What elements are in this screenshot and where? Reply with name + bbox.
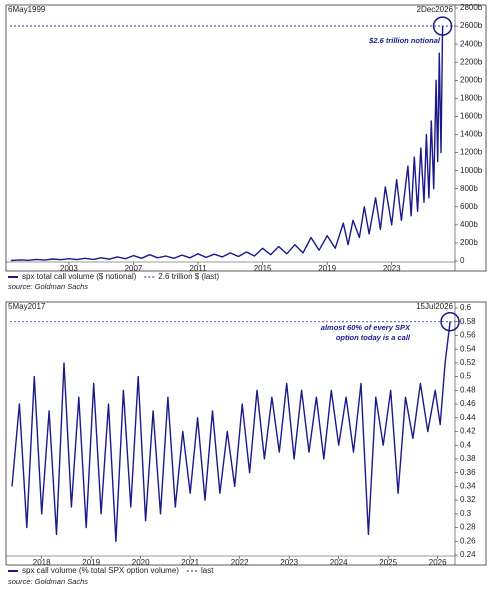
y-tick-label: 0.6 <box>460 303 472 312</box>
y-tick-label: 0.24 <box>460 550 476 559</box>
x-tick-label: 2020 <box>132 558 150 567</box>
y-tick-label: 0 <box>460 256 465 265</box>
y-tick-label: 200b <box>460 238 478 247</box>
y-tick-label: 1200b <box>460 148 483 157</box>
y-tick-label: 2600b <box>460 21 483 30</box>
x-tick-label: 2023 <box>383 264 401 273</box>
y-tick-label: 0.5 <box>460 372 472 381</box>
annotation: $2.6 trillion notional <box>368 36 441 45</box>
y-tick-label: 0.56 <box>460 331 476 340</box>
y-tick-label: 800b <box>460 184 478 193</box>
annotation: option today is a call <box>336 333 411 342</box>
y-tick-label: 0.52 <box>460 358 476 367</box>
y-tick-label: 0.28 <box>460 523 476 532</box>
y-tick-label: 0.38 <box>460 454 476 463</box>
highlight-circle <box>432 16 453 36</box>
x-tick-label: 2019 <box>82 558 100 567</box>
legend-label: last <box>201 566 214 575</box>
plot-frame <box>5 301 487 566</box>
x-tick-label: 2021 <box>181 558 199 567</box>
start-date: 5May2017 <box>8 302 46 311</box>
end-date: 2Dec2026 <box>417 5 454 14</box>
source-note: source: Goldman Sachs <box>8 282 88 291</box>
y-tick-label: 0.46 <box>460 399 476 408</box>
end-date: 15Jul2026 <box>416 302 453 311</box>
y-tick-label: 0.3 <box>460 509 472 518</box>
y-tick-label: 0.44 <box>460 413 476 422</box>
x-tick-label: 2003 <box>60 264 78 273</box>
y-tick-label: 2800b <box>460 3 483 12</box>
legend-label: 2.6 trillion $ (last) <box>158 272 219 281</box>
x-tick-label: 2015 <box>254 264 272 273</box>
y-tick-label: 0.4 <box>460 440 472 449</box>
y-tick-label: 1400b <box>460 130 483 139</box>
y-tick-label: 1000b <box>460 166 483 175</box>
source-note: source: Goldman Sachs <box>8 577 88 586</box>
highlight-circle <box>440 311 460 332</box>
y-tick-label: 0.36 <box>460 468 476 477</box>
legend-label: spx call volume (% total SPX option volu… <box>22 566 179 575</box>
y-tick-label: 600b <box>460 202 478 211</box>
series-line <box>10 26 444 262</box>
y-tick-label: 1800b <box>460 93 483 102</box>
y-tick-label: 2000b <box>460 75 483 84</box>
plot-frame <box>5 4 487 272</box>
y-tick-label: 400b <box>460 220 478 229</box>
start-date: 6May1999 <box>8 5 46 14</box>
x-tick-label: 2023 <box>280 558 298 567</box>
x-tick-label: 2024 <box>330 558 348 567</box>
y-tick-label: 0.48 <box>460 385 476 394</box>
x-tick-label: 2019 <box>318 264 336 273</box>
y-tick-label: 2200b <box>460 57 483 66</box>
y-tick-label: 2400b <box>460 39 483 48</box>
legend-label: spx total call volume ($ notional) <box>22 272 137 281</box>
x-tick-label: 2022 <box>231 558 249 567</box>
annotation: almost 60% of every SPX <box>321 323 411 332</box>
y-tick-label: 0.42 <box>460 427 476 436</box>
x-tick-label: 2011 <box>189 264 207 273</box>
y-tick-label: 0.26 <box>460 536 476 545</box>
x-tick-label: 2018 <box>33 558 51 567</box>
x-tick-label: 2026 <box>429 558 447 567</box>
y-tick-label: 1600b <box>460 112 483 121</box>
y-tick-label: 0.54 <box>460 344 476 353</box>
y-tick-label: 0.32 <box>460 495 476 504</box>
series-line <box>11 321 451 542</box>
y-tick-label: 0.58 <box>460 317 476 326</box>
x-tick-label: 2007 <box>125 264 143 273</box>
x-tick-label: 2025 <box>379 558 397 567</box>
y-tick-label: 0.34 <box>460 481 476 490</box>
